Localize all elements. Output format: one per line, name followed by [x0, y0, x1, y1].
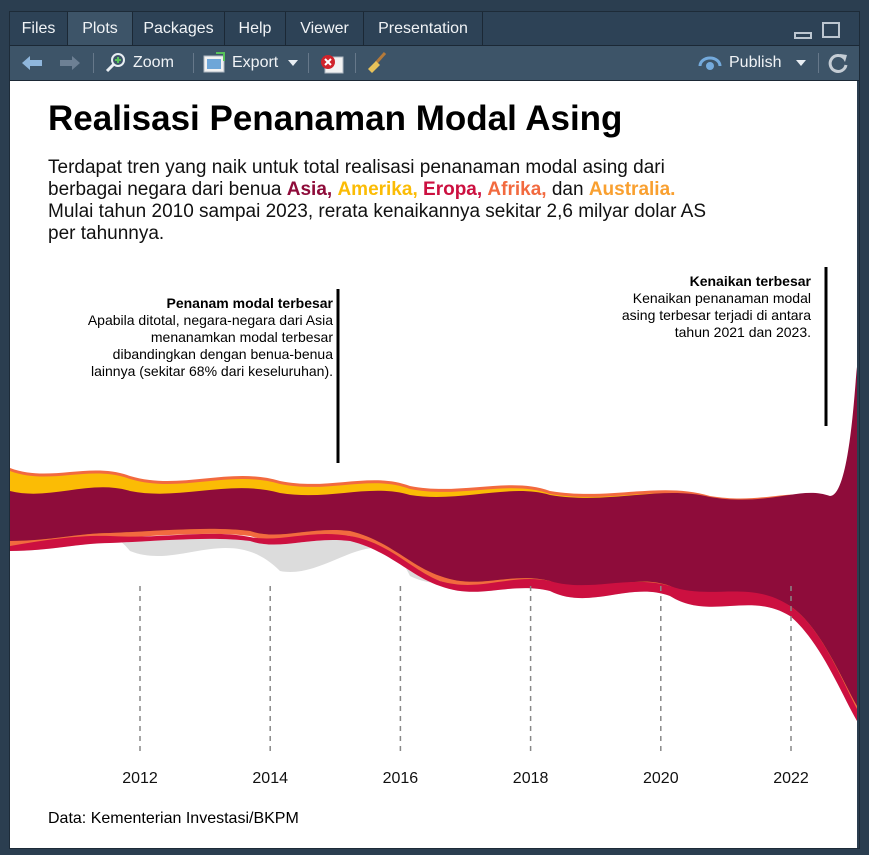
x-tick-label: 2016	[383, 770, 419, 787]
annotation-right-line: asing terbesar terjadi di antara	[621, 307, 811, 323]
x-tick-label: 2022	[773, 770, 809, 787]
annotation-largest-investor: Penanam modal terbesar Apabila ditotal, …	[88, 295, 333, 380]
tab-files[interactable]: Files	[10, 12, 68, 45]
chevron-down-icon[interactable]	[288, 60, 298, 66]
plot-subtitle-line-1: Terdapat tren yang naik untuk total real…	[48, 157, 665, 178]
x-tick-label: 2014	[252, 770, 288, 787]
plot-subtitle-line-2: berbagai negara dari benua Asia, Amerika…	[48, 179, 675, 201]
legend-asia: Asia,	[286, 179, 333, 200]
annotation-right-title: Kenaikan terbesar	[689, 273, 811, 289]
plot-canvas: Realisasi Penanaman Modal Asing Terdapat…	[10, 81, 857, 848]
plot-title: Realisasi Penanaman Modal Asing	[48, 99, 623, 138]
plots-toolbar: Zoom Export Publish	[10, 46, 859, 81]
x-tick-label: 2018	[513, 770, 549, 787]
tab-packages[interactable]: Packages	[133, 12, 225, 45]
annotation-left-line: dibandingkan dengan benua-benua	[112, 346, 333, 362]
tab-help[interactable]: Help	[225, 12, 286, 45]
annotation-right-line: tahun 2021 dan 2023.	[674, 324, 811, 340]
toolbar-separator	[355, 53, 356, 73]
minimize-icon[interactable]	[794, 32, 812, 39]
pane-tabs: Files Plots Packages Help Viewer Present…	[10, 12, 859, 46]
zoom-icon[interactable]	[105, 52, 127, 74]
annotation-left-line: Apabila ditotal, negara-negara dari Asia	[87, 312, 333, 328]
maximize-icon[interactable]	[822, 22, 840, 38]
toolbar-separator	[818, 53, 819, 73]
toolbar-separator	[93, 53, 94, 73]
annotation-right-line: Kenaikan penanaman modal	[632, 290, 811, 306]
legend-eropa: Eropa,	[423, 179, 483, 200]
annotation-left-title: Penanam modal terbesar	[166, 295, 333, 311]
streamgraph: 2012 2014 2016 2018 2020 2022	[10, 267, 857, 787]
publish-icon[interactable]	[698, 54, 724, 72]
plot-subtitle-line-4: per tahunnya.	[48, 223, 165, 244]
x-tick-label: 2012	[122, 770, 158, 787]
broom-icon[interactable]	[365, 51, 389, 75]
export-icon[interactable]	[202, 52, 228, 74]
annotation-left-line: lainnya (sekitar 68% dari keseluruhan).	[90, 363, 333, 379]
stream-layer-asia	[10, 367, 857, 706]
export-button[interactable]: Export	[232, 54, 279, 71]
annotation-largest-increase: Kenaikan terbesar Kenaikan penanaman mod…	[622, 273, 811, 341]
plot-subtitle-line-3: Mulai tahun 2010 sampai 2023, rerata ken…	[48, 201, 706, 222]
refresh-icon[interactable]	[827, 52, 849, 74]
tab-viewer[interactable]: Viewer	[286, 12, 364, 45]
chevron-down-icon[interactable]	[796, 60, 806, 66]
x-tick-label: 2020	[643, 770, 679, 787]
subtitle-prefix: berbagai negara dari benua	[48, 179, 282, 200]
toolbar-separator	[193, 53, 194, 73]
plots-pane: Files Plots Packages Help Viewer Present…	[9, 11, 860, 849]
legend-afrika: Afrika,	[487, 179, 547, 200]
publish-button[interactable]: Publish	[729, 54, 782, 71]
data-source: Data: Kementerian Investasi/BKPM	[48, 810, 299, 827]
tab-plots[interactable]: Plots	[68, 12, 133, 45]
legend-amerika: Amerika,	[337, 179, 418, 200]
legend-australia: Australia.	[588, 179, 676, 200]
forward-arrow-icon[interactable]	[58, 54, 82, 72]
subtitle-connector: dan	[551, 179, 584, 200]
toolbar-separator	[308, 53, 309, 73]
back-arrow-icon[interactable]	[20, 54, 44, 72]
tab-presentation[interactable]: Presentation	[364, 12, 483, 45]
annotation-left-line: menanamkan modal terbesar	[150, 329, 333, 345]
zoom-button[interactable]: Zoom	[133, 54, 174, 71]
remove-plot-icon[interactable]	[319, 53, 345, 75]
